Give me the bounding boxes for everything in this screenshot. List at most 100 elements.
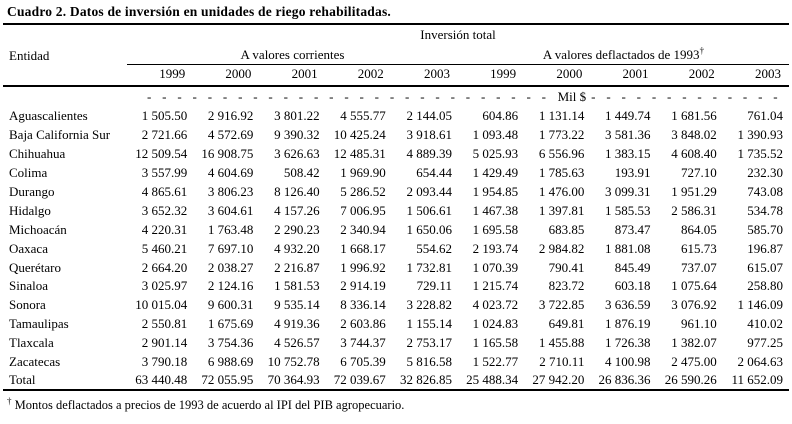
value-cell: 4 604.69 [207,165,254,181]
value-cell: 9 390.32 [274,127,320,143]
value-cell: 10 425.24 [333,127,386,143]
value-cell: 2 340.94 [340,221,386,237]
value-cell: 3 790.18 [141,354,188,370]
value-cell: 2 144.05 [406,108,452,124]
value-cell: 1 969.90 [340,165,386,181]
value-cell: 1 876.19 [605,316,651,332]
table-row: Chihuahua 12 509.54 16 908.75 3 626.63 12 48… [3,145,789,164]
value-cell: 4 100.98 [605,354,651,370]
value-cell: 1 732.81 [406,259,452,275]
value-cell: 2 710.11 [539,354,585,370]
value-cell: 25 488.34 [466,372,519,388]
entity-cell: Zacatecas [9,354,61,370]
value-cell: 3 581.36 [605,127,651,143]
value-cell: 12 485.31 [333,146,386,162]
entity-cell: Colima [9,165,48,181]
value-cell: 554.62 [416,240,452,256]
value-cell: 3 099.31 [605,184,651,199]
value-cell: 1 165.58 [472,335,519,351]
value-cell: 8 336.14 [340,297,386,313]
entity-cell: Baja California Sur [9,127,111,143]
value-cell: 1 476.00 [538,184,585,199]
value-cell: 864.05 [680,221,717,237]
years-row: 1999 2000 2001 2002 2003 1999 2000 2001 2002 2003 [3,64,789,87]
value-cell: 2 038.27 [207,259,254,275]
entity-cell: Chihuahua [9,146,66,162]
group-left-label: A valores corrientes [240,46,345,62]
entity-cell: Querétaro [9,259,61,275]
value-cell: 1 455.88 [538,335,585,351]
value-cell: 1 429.49 [472,165,519,181]
year-header: 2000 [193,64,260,87]
value-cell: 1 467.38 [472,202,519,218]
value-cell: 727.10 [680,165,717,181]
header-inversion-total: Inversión total [420,27,496,42]
value-cell: 2 753.17 [406,335,452,351]
year-header: 2003 [722,64,789,87]
value-cell: 3 025.97 [141,278,188,294]
value-cell: 1 093.48 [472,127,519,143]
value-cell: 1 390.93 [737,127,784,143]
value-cell: 3 076.92 [671,297,717,313]
value-cell: 4 157.26 [274,202,320,218]
value-cell: 2 216.87 [274,259,320,275]
value-cell: 4 865.61 [141,184,188,199]
value-cell: 2 914.19 [340,278,386,294]
value-cell: 9 535.14 [274,297,320,313]
table-row: Total 63 440.48 72 055.95 70 364.93 72 039.6… [3,371,789,390]
value-cell: 790.41 [548,259,585,275]
table-row: Michoacán 4 220.31 1 763.48 2 290.23 2 340.9… [3,220,789,239]
table-body: - - - - - - - - - - - - - - - - - - - - … [3,86,789,390]
table-row: Aguascalientes 1 505.50 2 916.92 3 801.22 4 … [3,107,789,126]
value-cell: 1 996.92 [340,259,386,275]
value-cell: 1 954.85 [472,184,519,199]
table-row: Colima 3 557.99 4 604.69 508.42 1 969.90 654.… [3,164,789,183]
value-cell: 7 697.10 [207,240,254,256]
entity-cell: Sinaloa [9,278,48,294]
value-cell: 1 075.64 [671,278,717,294]
value-cell: 604.86 [482,108,519,124]
value-cell: 1 650.06 [406,221,452,237]
table-header: Inversión total Entidad A valores corrie… [3,24,789,87]
value-cell: 3 801.22 [274,108,320,124]
table-row: Baja California Sur 2 721.66 4 572.69 9 390… [3,126,789,145]
value-cell: 2 603.86 [340,316,386,332]
table-row: Oaxaca 5 460.21 7 697.10 4 932.20 1 668.17 55… [3,239,789,258]
value-cell: 1 382.07 [671,335,717,351]
value-cell: 2 586.31 [671,202,717,218]
value-cell: 3 918.61 [406,127,452,143]
entity-cell: Total [9,372,36,388]
value-cell: 508.42 [283,165,320,181]
value-cell: 7 006.95 [340,202,386,218]
value-cell: 3 806.23 [207,184,254,199]
value-cell: 2 550.81 [141,316,188,332]
value-cell: 4 526.57 [274,335,320,351]
entity-cell: Oaxaca [9,240,48,256]
value-cell: 683.85 [548,221,585,237]
value-cell: 9 600.31 [207,297,254,313]
value-cell: 2 901.14 [141,335,188,351]
value-cell: 3 652.32 [141,202,188,218]
footnote: † Montos deflactados a precios de 1993 d… [0,391,792,413]
value-cell: 4 608.40 [671,146,717,162]
group-header-row: Entidad A valores corrientes A valores d… [3,43,789,65]
value-cell: 2 124.16 [207,278,254,294]
year-header: 1999 [127,64,194,87]
value-cell: 196.87 [747,240,783,256]
value-cell: 737.07 [680,259,717,275]
value-cell: 1 397.81 [538,202,585,218]
header-valores-corrientes: A valores corrientes [127,43,458,65]
value-cell: 1 675.69 [207,316,254,332]
value-cell: 5 460.21 [141,240,188,256]
value-cell: 5 025.93 [472,146,519,162]
value-cell: 3 636.59 [605,297,651,313]
value-cell: 1 506.61 [406,202,452,218]
value-cell: 961.10 [680,316,717,332]
value-cell: 2 984.82 [538,240,585,256]
entity-cell: Michoacán [9,221,67,237]
value-cell: 3 848.02 [671,127,717,143]
value-cell: 27 942.20 [532,372,585,388]
value-cell: 72 055.95 [201,372,254,388]
value-cell: 1 881.08 [605,240,651,256]
